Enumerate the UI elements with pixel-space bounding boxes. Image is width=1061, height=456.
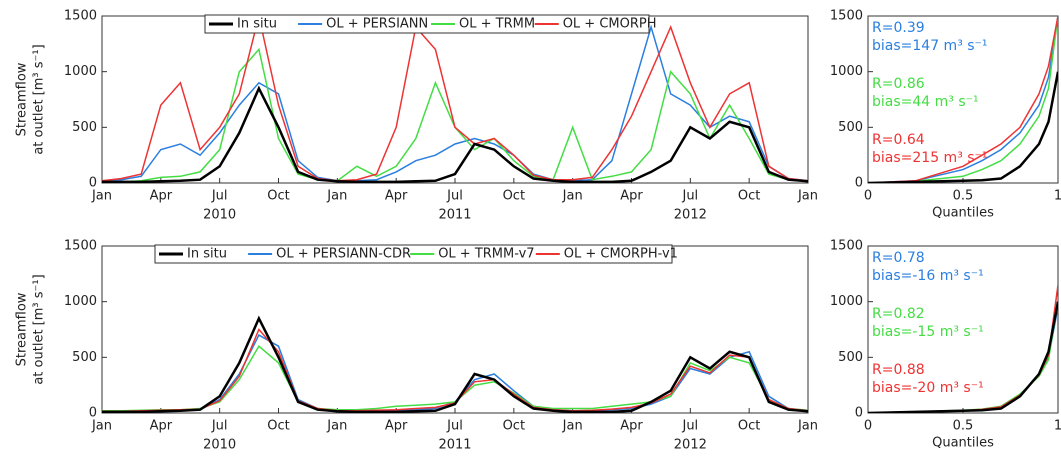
- x-tick-label: Jul: [446, 419, 463, 434]
- x-tick-label: Oct: [738, 189, 760, 204]
- legend-label: OL + PERSIANN: [326, 17, 428, 32]
- annotation: R=0.86: [872, 76, 925, 92]
- x-tick-label: Jul: [211, 419, 228, 434]
- x-tick-label: Oct: [267, 189, 289, 204]
- series-line: [868, 16, 1058, 183]
- y-tick-label: 1000: [830, 64, 863, 79]
- y-tick-label: 1000: [64, 64, 97, 79]
- year-label: 2010: [203, 438, 236, 453]
- annotation: bias=-15 m³ s⁻¹: [872, 324, 984, 340]
- annotation: bias=147 m³ s⁻¹: [872, 38, 988, 54]
- x-axis-label: Quantiles: [932, 206, 994, 221]
- legend-label: OL + CMORPH-v1: [564, 247, 678, 262]
- y-tick-label: 0: [855, 176, 863, 191]
- y-axis-label: at outlet [m³ s⁻¹]: [32, 274, 47, 384]
- annotation: bias=-16 m³ s⁻¹: [872, 268, 984, 284]
- x-tick-label: 1: [1054, 189, 1061, 204]
- y-tick-label: 500: [838, 120, 863, 135]
- annotation: R=0.39: [872, 20, 925, 36]
- plot-frame: [101, 15, 809, 184]
- y-tick-label: 0: [855, 406, 863, 421]
- y-axis-label: Streamflow: [15, 292, 30, 366]
- x-tick-label: 0: [864, 419, 872, 434]
- x-tick-label: Jul: [681, 189, 698, 204]
- x-tick-label: Apr: [620, 189, 643, 204]
- series-line: [102, 328, 808, 413]
- x-tick-label: Jul: [446, 189, 463, 204]
- y-axis-label: at outlet [m³ s⁻¹]: [32, 44, 47, 154]
- y-tick-label: 1000: [830, 294, 863, 309]
- series-line: [102, 47, 808, 183]
- series-line: [868, 16, 1058, 183]
- year-label: 2012: [674, 208, 707, 223]
- annotation: bias=215 m³ s⁻¹: [872, 150, 988, 166]
- y-axis-label: Streamflow: [15, 62, 30, 136]
- series-line: [102, 85, 808, 183]
- x-tick-label: 0.5: [953, 189, 974, 204]
- series-line: [102, 16, 808, 182]
- plot-frame: [101, 245, 809, 414]
- x-tick-label: Jan: [562, 419, 583, 434]
- legend-box: [204, 14, 650, 34]
- series-line: [868, 16, 1058, 183]
- x-tick-label: Apr: [150, 189, 173, 204]
- y-tick-label: 1000: [64, 294, 97, 309]
- annotation: R=0.64: [872, 132, 925, 148]
- x-tick-label: Jan: [326, 189, 347, 204]
- series-line: [102, 334, 808, 413]
- y-tick-label: 1500: [830, 239, 863, 254]
- annotation: R=0.82: [872, 306, 925, 322]
- y-tick-label: 0: [89, 406, 97, 421]
- year-label: 2012: [674, 438, 707, 453]
- legend: In situ OL + PERSIANN OL + TRMM OL + CMORPH: [204, 14, 657, 34]
- year-label: 2010: [203, 208, 236, 223]
- y-tick-label: 1500: [64, 239, 97, 254]
- x-tick-label: Jan: [797, 419, 818, 434]
- x-tick-label: Jul: [681, 419, 698, 434]
- x-tick-label: Apr: [385, 189, 408, 204]
- x-tick-label: 0.5: [953, 419, 974, 434]
- x-tick-label: Apr: [620, 419, 643, 434]
- x-tick-label: 1: [1054, 419, 1061, 434]
- x-tick-label: Jan: [326, 419, 347, 434]
- y-tick-label: 500: [72, 120, 97, 135]
- x-tick-label: Oct: [267, 419, 289, 434]
- y-tick-label: 1500: [830, 9, 863, 24]
- series-line: [102, 345, 808, 412]
- series-line: [868, 71, 1058, 183]
- series-line: [102, 315, 808, 413]
- year-label: 2011: [438, 438, 471, 453]
- y-tick-label: 500: [838, 350, 863, 365]
- x-tick-label: Oct: [503, 189, 525, 204]
- x-tick-label: Jan: [797, 189, 818, 204]
- legend-label: In situ: [187, 247, 227, 262]
- y-tick-label: 500: [72, 350, 97, 365]
- annotation: R=0.88: [872, 362, 925, 378]
- legend-label: OL + TRMM-v7: [438, 247, 534, 262]
- legend-label: OL + CMORPH: [563, 17, 657, 32]
- x-tick-label: Jan: [562, 189, 583, 204]
- legend-label: OL + TRMM: [459, 17, 535, 32]
- x-tick-label: 0: [864, 189, 872, 204]
- legend-label: In situ: [237, 17, 277, 32]
- y-tick-label: 0: [89, 176, 97, 191]
- annotation: bias=-20 m³ s⁻¹: [872, 380, 984, 396]
- legend: In situ OL + PERSIANN-CDR OL + TRMM-v7 OL +…: [154, 244, 678, 264]
- annotation: R=0.78: [872, 250, 925, 266]
- x-tick-label: Apr: [385, 419, 408, 434]
- x-tick-label: Oct: [503, 419, 525, 434]
- series-line: [868, 301, 1058, 413]
- year-label: 2011: [438, 208, 471, 223]
- x-axis-label: Quantiles: [932, 436, 994, 451]
- x-tick-label: Oct: [738, 419, 760, 434]
- x-tick-label: Jan: [91, 419, 112, 434]
- series-line: [102, 24, 808, 182]
- annotation: bias=44 m³ s⁻¹: [872, 94, 979, 110]
- legend-label: OL + PERSIANN-CDR: [276, 247, 411, 262]
- x-tick-label: Jan: [91, 189, 112, 204]
- x-tick-label: Apr: [150, 419, 173, 434]
- y-tick-label: 1500: [64, 9, 97, 24]
- x-tick-label: Jul: [211, 189, 228, 204]
